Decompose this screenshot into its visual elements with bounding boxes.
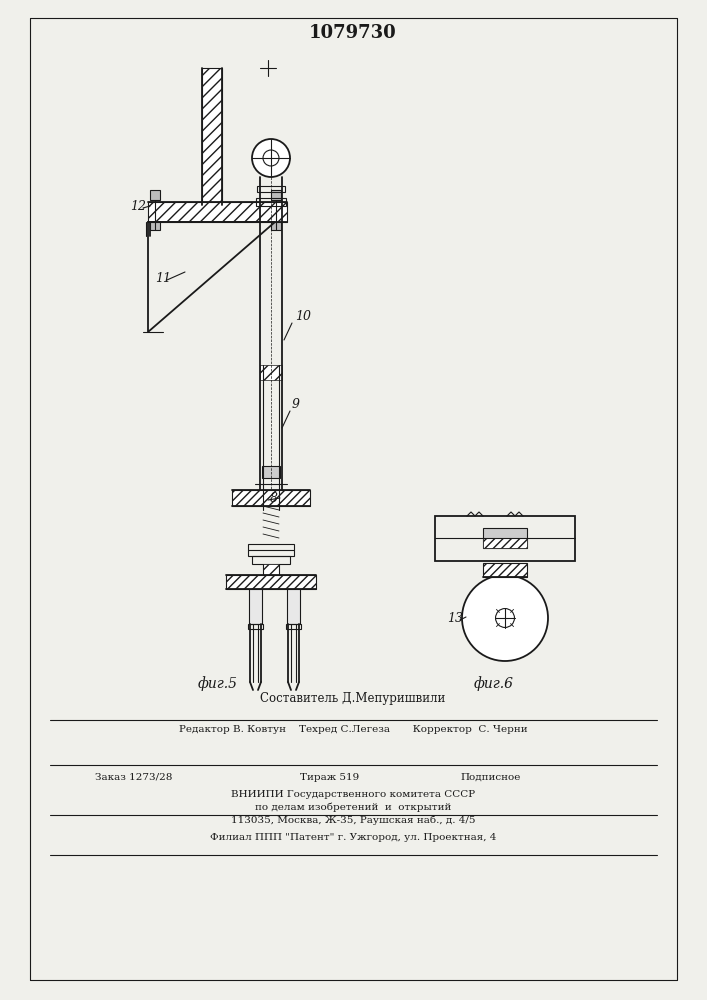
Circle shape — [252, 139, 290, 177]
Text: 11: 11 — [155, 272, 171, 285]
Text: 10: 10 — [295, 310, 311, 323]
Bar — [435, 516, 575, 561]
Text: 1079730: 1079730 — [309, 24, 397, 42]
Bar — [262, 466, 280, 478]
Text: фиг.5: фиг.5 — [198, 676, 238, 691]
Bar — [226, 575, 316, 589]
Bar — [483, 538, 527, 548]
Bar — [271, 222, 281, 230]
Text: Редактор В. Ковтун    Техред С.Легеза       Корректор  С. Черни: Редактор В. Ковтун Техред С.Легеза Корре… — [179, 725, 527, 734]
Text: по делам изобретений  и  открытий: по делам изобретений и открытий — [255, 802, 451, 812]
Bar — [256, 198, 286, 206]
Bar — [260, 365, 282, 380]
Bar — [148, 202, 287, 222]
Text: Подписное: Подписное — [460, 773, 520, 782]
Text: ВНИИПИ Государственного комитета СССР: ВНИИПИ Государственного комитета СССР — [231, 790, 475, 799]
Text: Заказ 1273/28: Заказ 1273/28 — [95, 773, 173, 782]
Bar — [263, 564, 279, 584]
Circle shape — [462, 575, 548, 661]
Text: 113035, Москва, Ж-35, Раушская наб., д. 4/5: 113035, Москва, Ж-35, Раушская наб., д. … — [230, 816, 475, 825]
Bar — [248, 544, 294, 556]
Circle shape — [263, 150, 279, 166]
Bar — [150, 222, 160, 230]
Bar — [150, 190, 160, 200]
Bar — [483, 528, 527, 548]
Text: 8: 8 — [270, 492, 278, 505]
Bar — [287, 589, 300, 624]
Text: фиг.6: фиг.6 — [474, 676, 514, 691]
Bar — [483, 563, 527, 577]
Text: Филиал ППП "Патент" г. Ужгород, ул. Проектная, 4: Филиал ППП "Патент" г. Ужгород, ул. Прое… — [210, 833, 496, 842]
Text: 13: 13 — [447, 612, 463, 625]
Bar — [286, 624, 301, 629]
Text: 12: 12 — [130, 200, 146, 213]
Text: Составитель Д.Мепуришвили: Составитель Д.Мепуришвили — [260, 692, 445, 705]
Bar — [202, 68, 222, 205]
Bar — [252, 556, 290, 564]
Bar — [232, 490, 310, 506]
Bar — [249, 589, 262, 624]
Bar — [257, 186, 285, 192]
Bar — [248, 624, 263, 629]
Circle shape — [496, 609, 515, 627]
Text: 9: 9 — [292, 398, 300, 411]
Text: Тираж 519: Тираж 519 — [300, 773, 359, 782]
Bar — [271, 190, 281, 200]
